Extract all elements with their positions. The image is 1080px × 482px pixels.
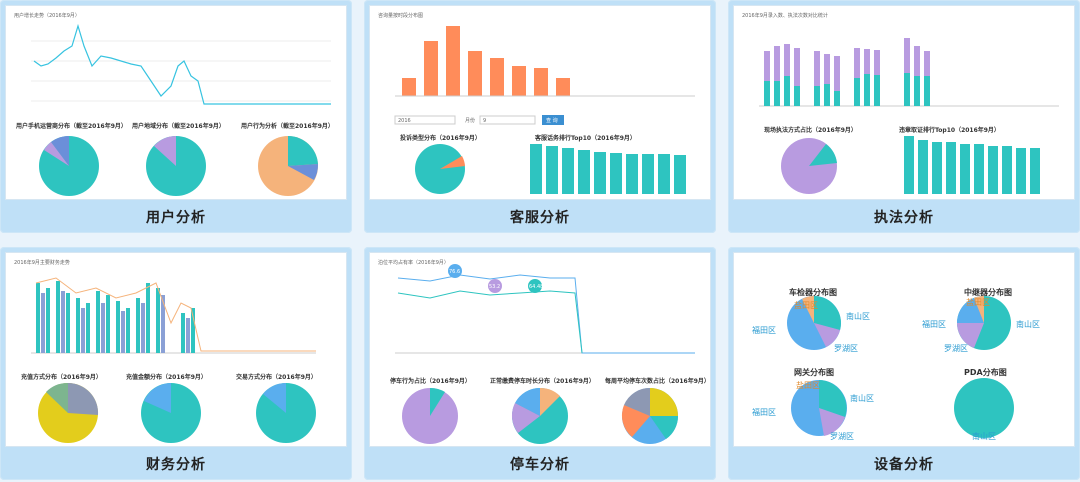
svg-text:罗湖区: 罗湖区 (834, 344, 858, 353)
user-trend-line (33, 23, 331, 105)
pie-gateway: 网关分布图 福田区 南山区 罗湖区 盐田区 (752, 367, 874, 441)
query-button[interactable] (542, 115, 564, 125)
card-label: 停车分析 (510, 457, 570, 473)
svg-text:南山区: 南山区 (850, 393, 874, 403)
pie-pda: PDA分布图 南山区 (954, 367, 1014, 441)
svg-text:正常缴费停车时长分布（2016年9月）: 正常缴费停车时长分布（2016年9月） (490, 377, 595, 385)
pie-recharge-method: 充值方式分布（2016年9月） (21, 373, 102, 443)
enf-chart-title: 2016年9月录入数、执法次数对比统计 (742, 12, 828, 19)
device-chart: 车检器分布图 福田区 南山区 罗湖区 盐田区 中继器分布图 福田区 南山区 罗湖… (752, 287, 1040, 441)
fin-chart-title: 2016年9月主要财务走势 (14, 259, 70, 266)
svg-text:网关分布图: 网关分布图 (794, 367, 834, 377)
complaint-pie (415, 144, 465, 194)
svg-text:南山区: 南山区 (972, 431, 996, 441)
svg-text:罗湖区: 罗湖区 (830, 432, 854, 441)
pie-behavior: 用户行为分析（截至2016年9月） (240, 122, 334, 196)
parking-panel: 泊位平均占有率（2016年9月） 76.6 53.2 64.48 停车行为占比（… (369, 252, 711, 447)
finance-bar-chart (31, 277, 316, 354)
card-label: 用户分析 (146, 210, 206, 226)
cs-controls: 2016 月份 9 查 询 (394, 115, 564, 125)
svg-text:盐田区: 盐田区 (794, 300, 818, 310)
cs-pie-title: 投诉类型分布（2016年9月） (400, 134, 481, 142)
svg-text:福田区: 福田区 (752, 408, 776, 417)
pie-repeater: 中继器分布图 福田区 南山区 罗湖区 盐田区 (922, 287, 1040, 353)
pie-behavior-title: 用户行为分析（截至2016年9月） (240, 122, 334, 130)
card-device[interactable]: 车检器分布图 福田区 南山区 罗湖区 盐田区 中继器分布图 福田区 南山区 罗湖… (728, 247, 1080, 480)
hourly-bar-chart (395, 26, 695, 97)
svg-text:76.6: 76.6 (449, 269, 460, 275)
pie-detector: 车检器分布图 福田区 南山区 罗湖区 盐田区 (752, 287, 870, 353)
finance-panel: 2016年9月主要财务走势 充值方式分布（2016年9月） (5, 252, 347, 447)
svg-text:南山区: 南山区 (1016, 319, 1040, 329)
svg-text:罗湖区: 罗湖区 (944, 344, 968, 353)
card-label: 设备分析 (874, 457, 934, 473)
pie-weekly-frequency: 每周平均停车次数占比（2016年9月） (604, 377, 710, 444)
customer-service-chart: 咨询量按时段分布图 2016 月份 9 查 询 投诉类型分布（2016年9月） … (378, 12, 695, 194)
enforcement-chart: 2016年9月录入数、执法次数对比统计 现场执法方式占比（2016年9月） (742, 12, 1059, 194)
svg-text:2016: 2016 (398, 118, 411, 124)
pie-region-title: 用户地域分布（截至2016年9月） (131, 122, 225, 130)
occupancy-line-chart: 76.6 53.2 64.48 (395, 264, 695, 354)
customer-service-panel: 咨询量按时段分布图 2016 月份 9 查 询 投诉类型分布（2016年9月） … (369, 5, 711, 200)
card-law-enforcement[interactable]: 2016年9月录入数、执法次数对比统计 现场执法方式占比（2016年9月） (728, 0, 1080, 233)
card-customer-service[interactable]: 咨询量按时段分布图 2016 月份 9 查 询 投诉类型分布（2016年9月） … (364, 0, 716, 233)
svg-text:53.2: 53.2 (489, 284, 500, 290)
svg-text:9: 9 (483, 118, 486, 124)
svg-text:月份: 月份 (465, 117, 475, 124)
card-label: 财务分析 (146, 457, 206, 473)
user-analysis-chart: 用户增长走势（2016年9月） 用户手机运营商分布（截至2016年9月） 用户地… (14, 12, 334, 196)
svg-text:盐田区: 盐田区 (796, 380, 820, 390)
svg-text:福田区: 福田区 (752, 326, 776, 335)
svg-text:车检器分布图: 车检器分布图 (789, 287, 837, 297)
svg-text:查 询: 查 询 (546, 117, 558, 124)
svg-text:64.48: 64.48 (529, 284, 543, 290)
parking-chart: 泊位平均占有率（2016年9月） 76.6 53.2 64.48 停车行为占比（… (378, 259, 710, 444)
svg-text:交易方式分布（2016年9月）: 交易方式分布（2016年9月） (236, 373, 317, 381)
svg-text:中继器分布图: 中继器分布图 (964, 287, 1012, 297)
pie-carrier-title: 用户手机运营商分布（截至2016年9月） (15, 122, 127, 130)
park-chart-title: 泊位平均占有率（2016年9月） (378, 259, 449, 266)
enf-pie-title: 现场执法方式占比（2016年9月） (764, 126, 857, 134)
svg-text:每周平均停车次数占比（2016年9月）: 每周平均停车次数占比（2016年9月） (604, 377, 710, 385)
pie-parking-duration: 正常缴费停车时长分布（2016年9月） (490, 377, 595, 444)
enforcement-panel: 2016年9月录入数、执法次数对比统计 现场执法方式占比（2016年9月） (733, 5, 1075, 200)
pie-recharge-amount: 充值金额分布（2016年9月） (126, 373, 207, 443)
svg-text:福田区: 福田区 (922, 320, 946, 329)
enforcement-pie (781, 138, 837, 194)
svg-text:南山区: 南山区 (846, 311, 870, 321)
user-line-chart (31, 23, 331, 105)
svg-text:充值金额分布（2016年9月）: 充值金额分布（2016年9月） (126, 373, 207, 381)
agent-bar-chart (530, 144, 686, 194)
cs-chart-title: 咨询量按时段分布图 (378, 12, 423, 19)
card-label: 执法分析 (874, 210, 934, 226)
card-finance[interactable]: 2016年9月主要财务走势 充值方式分布（2016年9月） (0, 247, 352, 480)
device-panel: 车检器分布图 福田区 南山区 罗湖区 盐田区 中继器分布图 福田区 南山区 罗湖… (733, 252, 1075, 447)
svg-text:盐田区: 盐田区 (966, 297, 990, 307)
svg-text:充值方式分布（2016年9月）: 充值方式分布（2016年9月） (21, 373, 102, 381)
pie-region: 用户地域分布（截至2016年9月） (131, 122, 225, 196)
cs-bar-title: 客服话务排行Top10（2016年9月） (534, 134, 636, 142)
user-analysis-panel: 用户增长走势（2016年9月） 用户手机运营商分布（截至2016年9月） 用户地… (5, 5, 347, 200)
svg-text:PDA分布图: PDA分布图 (964, 367, 1007, 377)
stacked-bar-chart (759, 38, 1059, 107)
pie-carrier: 用户手机运营商分布（截至2016年9月） (15, 122, 127, 196)
enf-bar-title: 违章取证排行Top10（2016年9月） (899, 126, 1000, 134)
svg-text:用户增长走势（2016年9月）: 用户增长走势（2016年9月） (14, 12, 80, 19)
svg-text:停车行为占比（2016年9月）: 停车行为占比（2016年9月） (390, 377, 471, 385)
card-parking[interactable]: 泊位平均占有率（2016年9月） 76.6 53.2 64.48 停车行为占比（… (364, 247, 716, 480)
violation-bar-chart (904, 136, 1040, 194)
card-label: 客服分析 (510, 210, 570, 226)
finance-chart: 2016年9月主要财务走势 充值方式分布（2016年9月） (14, 259, 317, 443)
pie-parking-behavior: 停车行为占比（2016年9月） (390, 377, 471, 444)
card-user-analysis[interactable]: 用户增长走势（2016年9月） 用户手机运营商分布（截至2016年9月） 用户地… (0, 0, 352, 233)
pie-transaction-method: 交易方式分布（2016年9月） (236, 373, 317, 443)
